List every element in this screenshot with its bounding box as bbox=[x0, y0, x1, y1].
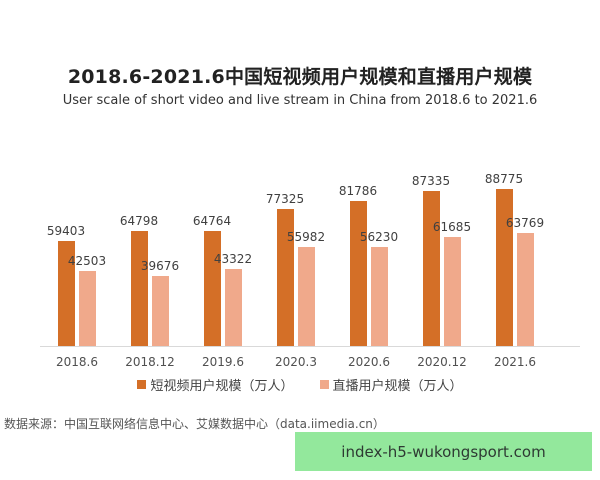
data-label: 61685 bbox=[432, 220, 472, 234]
data-label: 81786 bbox=[338, 184, 378, 198]
x-tick-label: 2021.6 bbox=[494, 355, 536, 369]
x-tick-label: 2020.3 bbox=[275, 355, 317, 369]
data-label: 39676 bbox=[140, 259, 180, 273]
data-label: 43322 bbox=[213, 252, 253, 266]
data-label: 42503 bbox=[67, 254, 107, 268]
data-label: 64798 bbox=[119, 214, 159, 228]
right-border bbox=[591, 0, 600, 480]
legend-item-live-stream: 直播用户规模（万人） bbox=[319, 375, 463, 394]
bar-live-stream-2020.12 bbox=[444, 237, 461, 346]
data-label: 63769 bbox=[505, 216, 545, 230]
x-tick-label: 2018.6 bbox=[56, 355, 98, 369]
bar-short-video-2018.12 bbox=[131, 231, 148, 346]
plot-area: 59403 42503 64798 39676 64764 43322 77325 55982… bbox=[30, 115, 580, 347]
data-label: 77325 bbox=[265, 192, 305, 206]
x-tick-label: 2019.6 bbox=[202, 355, 244, 369]
x-tick-label: 2018.12 bbox=[125, 355, 175, 369]
x-tick-label: 2020.12 bbox=[417, 355, 467, 369]
bar-live-stream-2021.6 bbox=[517, 233, 534, 346]
chart-subtitle: User scale of short video and live strea… bbox=[62, 93, 538, 108]
x-axis-line bbox=[40, 346, 580, 347]
bar-short-video-2021.6 bbox=[496, 189, 513, 346]
data-label: 88775 bbox=[484, 172, 524, 186]
chart-title: 2018.6-2021.6中国短视频用户规模和直播用户规模 bbox=[67, 66, 533, 88]
data-source-note: 数据来源：中国互联网络信息中心、艾媒数据中心（data.iimedia.cn） bbox=[4, 417, 385, 431]
watermark-text: index-h5-wukongsport.com bbox=[341, 442, 546, 461]
bar-live-stream-2020.3 bbox=[298, 247, 315, 346]
legend-item-short-video: 短视频用户规模（万人） bbox=[137, 375, 294, 394]
bar-short-video-2020.12 bbox=[423, 191, 440, 346]
bar-short-video-2020.6 bbox=[350, 201, 367, 346]
data-label: 64764 bbox=[192, 214, 232, 228]
bar-short-video-2019.6 bbox=[204, 231, 221, 346]
bar-short-video-2020.3 bbox=[277, 209, 294, 346]
legend-swatch-live-stream bbox=[319, 380, 329, 389]
bar-live-stream-2018.6 bbox=[79, 271, 96, 346]
data-label: 59403 bbox=[46, 224, 86, 238]
x-tick-label: 2020.6 bbox=[348, 355, 390, 369]
bar-live-stream-2020.6 bbox=[371, 247, 388, 346]
legend-label-short-video: 短视频用户规模（万人） bbox=[150, 379, 294, 394]
legend: 短视频用户规模（万人） 直播用户规模（万人） bbox=[0, 375, 600, 394]
bar-live-stream-2019.6 bbox=[225, 269, 242, 346]
data-label: 55982 bbox=[286, 230, 326, 244]
legend-swatch-short-video bbox=[137, 380, 147, 389]
bar-live-stream-2018.12 bbox=[152, 276, 169, 346]
data-label: 56230 bbox=[359, 230, 399, 244]
bar-short-video-2018.6 bbox=[58, 241, 75, 346]
data-label: 87335 bbox=[411, 174, 451, 188]
legend-label-live-stream: 直播用户规模（万人） bbox=[332, 379, 463, 394]
watermark-banner: index-h5-wukongsport.com bbox=[295, 432, 592, 471]
